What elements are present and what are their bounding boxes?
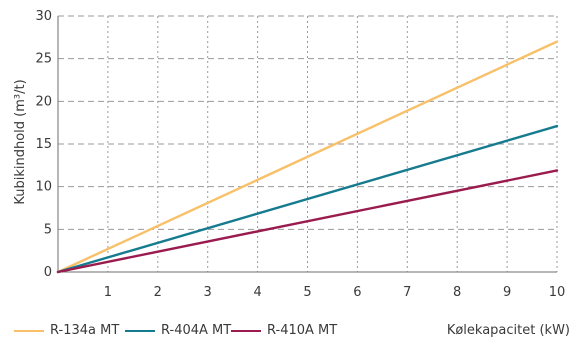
- x-tick-label-3: 3: [204, 285, 212, 300]
- x-tick-label-4: 4: [253, 285, 261, 300]
- legend-item-r404a: R-404A MT: [125, 323, 231, 338]
- series-lines: [56, 40, 559, 274]
- series-line-r-410a-mt: [56, 169, 559, 274]
- x-tick-label-1: 1: [104, 285, 112, 300]
- legend-item-r134a: R-134a MT: [14, 323, 119, 338]
- x-axis-label: Kølekapacitet (kW): [446, 323, 570, 338]
- line-chart: 0 5 10 15 20 25 30 1 2 3 4 5 6 7 8 9 10 Kubikindhold (m…: [13, 9, 566, 300]
- axes: [57, 16, 557, 273]
- x-tick-label-6: 6: [353, 285, 361, 300]
- y-tick-labels: 0 5 10 15 20 25 30: [35, 9, 52, 280]
- legend-item-r410a: R-410A MT: [231, 323, 337, 338]
- y-tick-label-20: 20: [35, 94, 52, 109]
- y-tick-label-30: 30: [35, 9, 52, 24]
- series-line-r-134a-mt: [56, 40, 559, 274]
- legend: R-134a MT R-404A MT R-410A MT Kølekapaci…: [0, 323, 576, 343]
- x-tick-label-7: 7: [403, 285, 411, 300]
- x-tick-label-10: 10: [549, 285, 566, 300]
- grid: [58, 15, 558, 272]
- y-tick-label-25: 25: [35, 52, 52, 67]
- y-axis-label: Kubikindhold (m³/t): [13, 79, 28, 204]
- legend-label-r404a: R-404A MT: [161, 323, 232, 338]
- y-tick-label-10: 10: [35, 180, 52, 195]
- series-line-r-404a-mt: [56, 124, 559, 274]
- x-tick-labels: 1 2 3 4 5 6 7 8 9 10: [104, 285, 566, 300]
- x-tick-label-2: 2: [154, 285, 162, 300]
- x-tick-label-9: 9: [503, 285, 511, 300]
- legend-label-r410a: R-410A MT: [267, 323, 338, 338]
- legend-swatch-r410a: [231, 329, 261, 332]
- legend-swatch-r134a: [14, 329, 44, 332]
- y-tick-label-5: 5: [44, 222, 52, 237]
- legend-label-r134a: R-134a MT: [50, 323, 120, 338]
- x-tick-label-8: 8: [453, 285, 461, 300]
- legend-swatch-r404a: [125, 329, 155, 332]
- y-tick-label-15: 15: [35, 137, 52, 152]
- y-tick-label-0: 0: [44, 265, 52, 280]
- x-tick-label-5: 5: [303, 285, 311, 300]
